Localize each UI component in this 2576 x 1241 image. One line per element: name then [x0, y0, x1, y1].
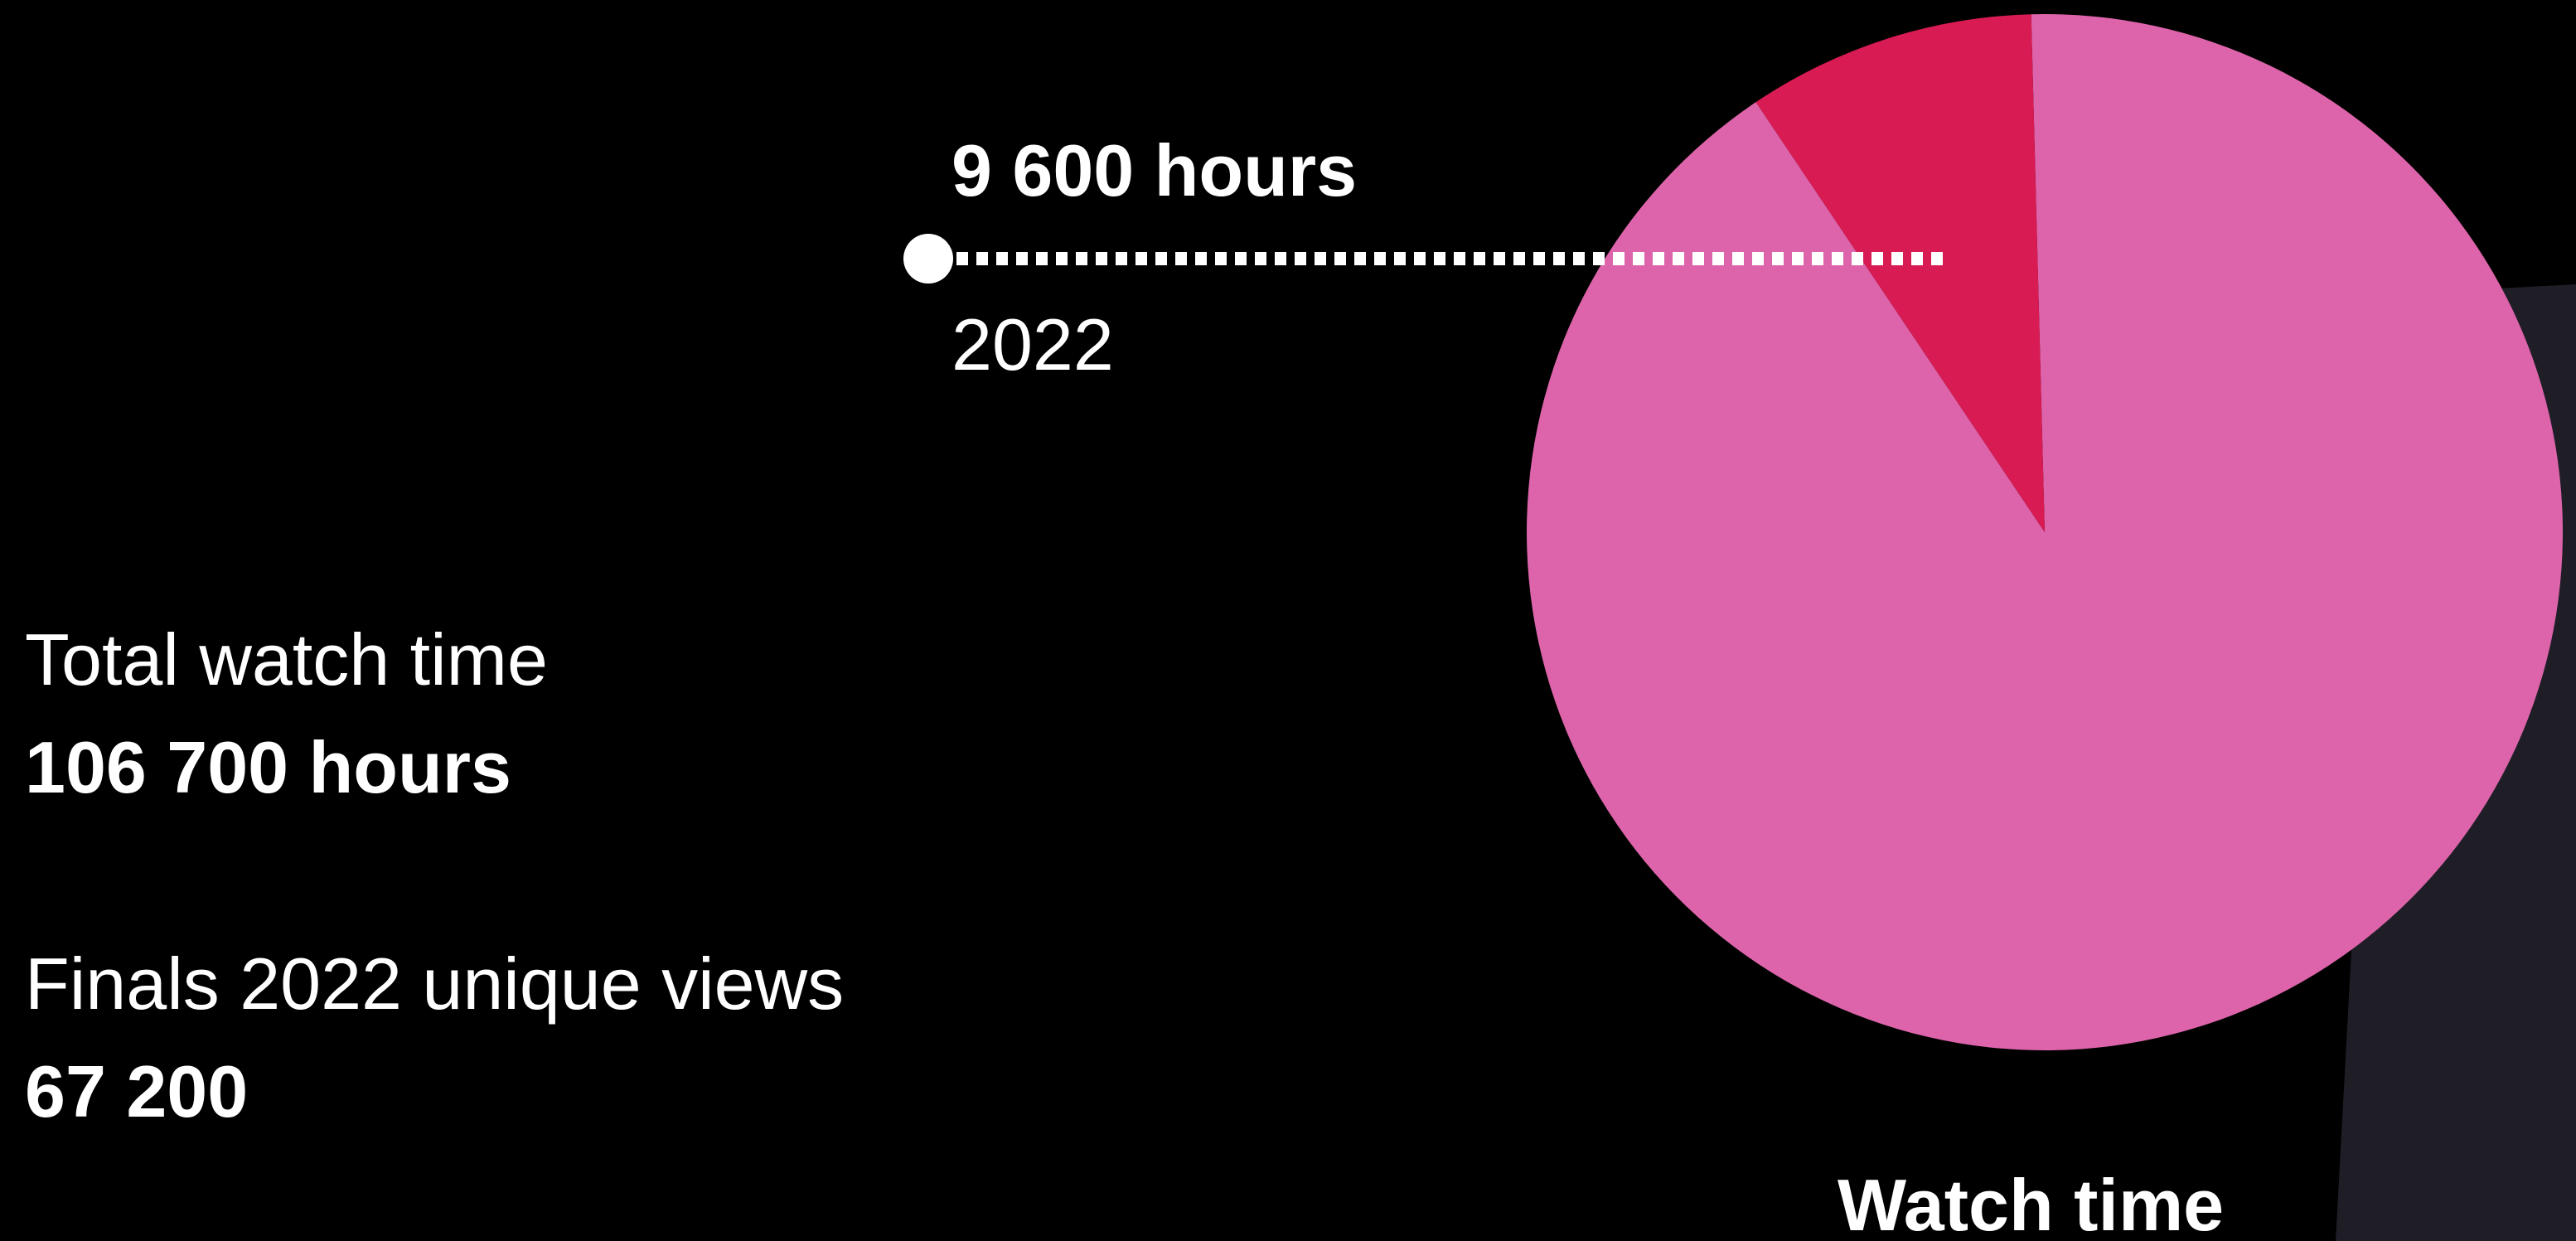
- pie-slice-2022: [1755, 14, 2045, 532]
- chart-title: Watch time: [1838, 1164, 2225, 1241]
- pie-slices: [1526, 14, 2563, 1051]
- finals-unique-views-value: 67 200: [25, 1050, 249, 1132]
- total-watch-time-value: 106 700 hours: [25, 726, 511, 808]
- callout-value: 9 600 hours: [951, 129, 1358, 211]
- callout-marker-dot: [903, 234, 953, 284]
- finals-unique-views-label: Finals 2022 unique views: [25, 943, 845, 1025]
- total-watch-time-label: Total watch time: [25, 618, 548, 700]
- callout-year: 2022: [951, 303, 1114, 385]
